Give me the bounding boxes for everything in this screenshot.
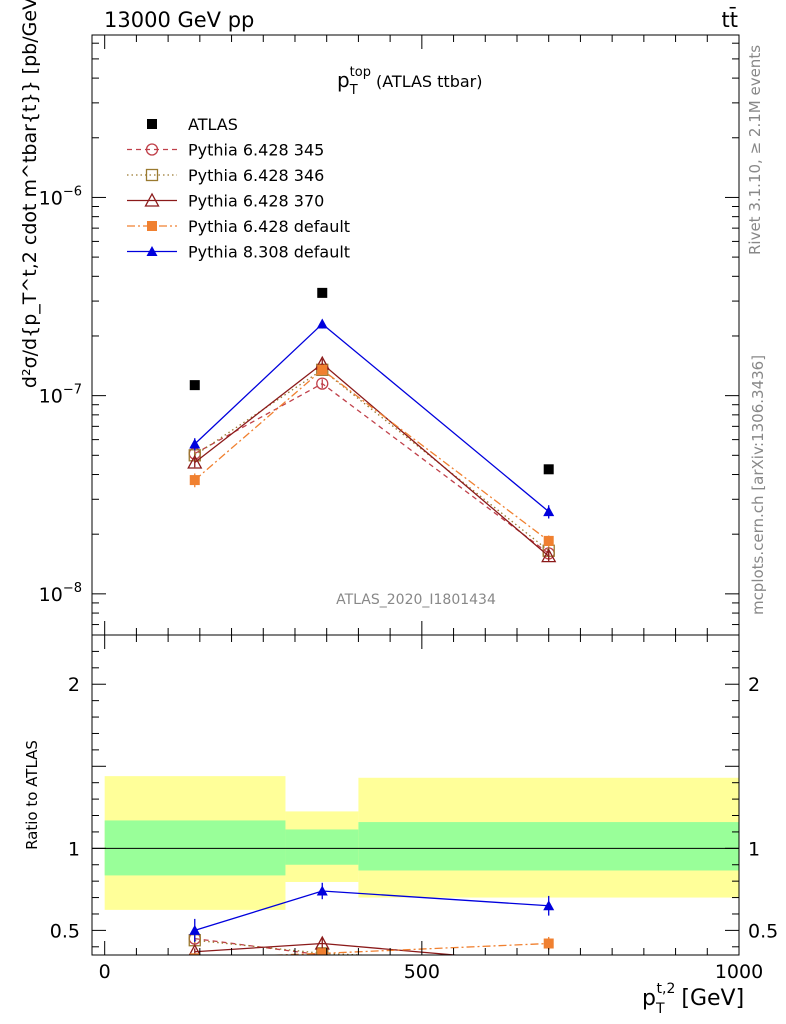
main-ytick-exp-0: −8 (63, 581, 82, 596)
main-ytick-exp-1: −7 (63, 383, 82, 398)
ratio-line-py6def (262, 942, 549, 955)
main-ytick-label-2: 10−6 (39, 184, 82, 209)
ratio-frame (91, 634, 740, 956)
ratio-point-py370-0 (188, 943, 201, 955)
main-point-py6def-1 (317, 364, 328, 375)
ratio-band-inner-1 (285, 829, 359, 865)
ratio-ylabel: Ratio to ATLAS (23, 740, 41, 850)
main-point-py370-0 (187, 454, 203, 469)
mcplots-label: mcplots.cern.ch [arXiv:1306.3436] (749, 355, 767, 615)
legend-marker-py370 (144, 192, 160, 207)
plot-title: pTtop (ATLAS ttbar) (337, 65, 482, 98)
collision-label: 13000 GeV pp (104, 8, 254, 32)
ratio-point-py8def-2 (543, 900, 555, 911)
main-ytick-base-1: 10 (39, 386, 63, 408)
legend-label-py6def: Pythia 6.428 default (188, 217, 350, 236)
ratio-ytick-label-right-0: 0.5 (748, 920, 778, 942)
legend-marker-py8def (146, 246, 158, 256)
legend-marker-py346 (145, 168, 159, 182)
xlabel-sub: T (655, 1001, 665, 1017)
legend: ATLAS Pythia 6.428 345 Pythia 6.428 346 Pyt… (127, 115, 350, 262)
ratio-point-py6def-2 (543, 938, 554, 949)
main-point-atlas-0 (189, 380, 200, 391)
main-ytick-base-2: 10 (39, 187, 63, 209)
ratio-point-py345-2 (543, 958, 554, 969)
xtick-label-2: 1000 (715, 961, 763, 983)
legend-label-py370: Pythia 6.428 370 (188, 192, 324, 211)
ratio-point-py8def-0 (189, 924, 201, 935)
ratio-ytick-label-right-1: 1 (748, 838, 760, 860)
legend-marker-atlas (147, 119, 157, 129)
main-ytick-label-0: 10−8 (39, 581, 82, 606)
main-line-py6def (194, 368, 550, 542)
plot-title-sub: T (349, 83, 358, 98)
ratio-ytick-label-left-2: 2 (68, 674, 80, 696)
ratio-ytick-label-left-0: 0.5 (50, 920, 80, 942)
main-point-atlas-2 (543, 464, 554, 475)
xlabel-main: p (642, 986, 656, 1011)
x-axis-label: pTt,2 [GeV] (642, 981, 744, 1017)
rivet-label: Rivet 3.1.10, ≥ 2.1M events (746, 45, 764, 255)
main-ylabel: d²σ/d{p_T^t,2 cdot m^tbar{t}} [pb/GeV²] (19, 0, 41, 388)
legend-label-atlas: ATLAS (188, 115, 238, 134)
main-point-py370-2 (541, 548, 557, 563)
analysis-watermark: ATLAS_2020_I1801434 (336, 592, 496, 608)
main-ytick-label-1: 10−7 (39, 383, 82, 408)
main-point-py6def-0 (189, 475, 200, 486)
main-panel: 10−810−710−6 pTtop (ATLAS ttbar) d²σ/d{p_… (19, 0, 740, 636)
main-ytick-exp-2: −6 (63, 184, 82, 199)
main-point-py6def-2 (543, 535, 554, 546)
main-point-py8def-2 (543, 506, 555, 517)
ratio-line-py370 (194, 942, 462, 955)
ratio-point-py370-2 (542, 957, 555, 969)
ratio-ytick-label-left-1: 1 (68, 838, 80, 860)
ratio-point-py6def-1 (317, 948, 328, 955)
legend-label-py345: Pythia 6.428 345 (188, 141, 324, 160)
legend-label-py346: Pythia 6.428 346 (188, 166, 324, 185)
main-point-py345-1 (316, 377, 329, 390)
ratio-point-py346-2 (543, 958, 554, 969)
legend-label-py8def: Pythia 8.308 default (188, 243, 350, 262)
plot-title-main: p (337, 68, 350, 92)
plot-title-sup: top (350, 65, 371, 80)
ratio-panel: 0.5 0.5 1 1 2 2 0 500 1000 Ratio to ATLAS pTt,2… (23, 634, 778, 1017)
main-point-py8def-1 (316, 318, 328, 329)
main-point-atlas-1 (317, 287, 328, 298)
legend-marker-py345 (145, 143, 159, 156)
ratio-ytick-label-right-2: 2 (748, 674, 760, 696)
xtick-label-0: 0 (99, 961, 111, 983)
legend-marker-py6def (147, 221, 157, 231)
ratio-point-py8def-1 (316, 885, 328, 896)
main-line-py370 (194, 362, 550, 557)
ratio-band-inner-2 (358, 822, 739, 871)
xtick-label-1: 500 (404, 961, 440, 983)
xlabel-unit: [GeV] (681, 986, 744, 1011)
main-ytick-base-0: 10 (39, 584, 63, 606)
xlabel-sup: t,2 (657, 981, 676, 997)
plot-title-rest: (ATLAS ttbar) (376, 72, 483, 91)
process-label: tt̄ (722, 7, 738, 32)
main-line-py8def (194, 323, 550, 513)
main-line-py346 (194, 369, 550, 552)
main-point-py8def-0 (189, 438, 201, 449)
ratio-point-py6def-0 (189, 953, 200, 955)
